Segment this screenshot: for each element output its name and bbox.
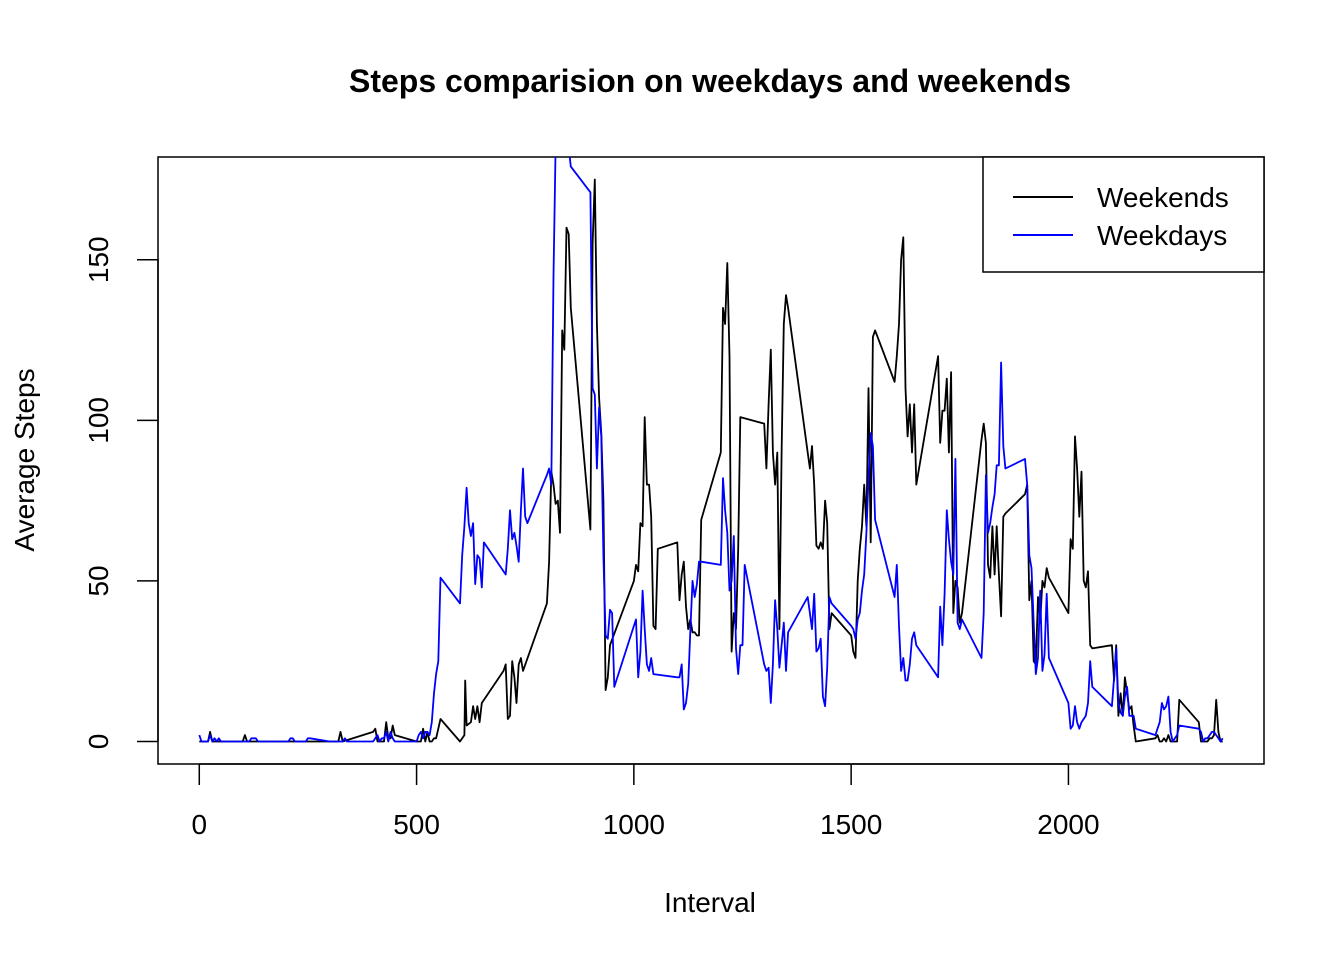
x-tick-label-2000: 2000 <box>1037 809 1099 840</box>
x-tick-label-1500: 1500 <box>820 809 882 840</box>
x-axis: 0 500 1000 1500 2000 <box>191 763 1100 840</box>
legend: Weekends Weekdays <box>982 156 1265 273</box>
y-tick-label-150: 150 <box>83 236 114 283</box>
y-axis: 0 50 100 150 <box>83 236 159 750</box>
y-tick-label-0: 0 <box>83 734 114 750</box>
legend-label-weekdays: Weekdays <box>1097 220 1227 251</box>
x-tick-label-1000: 1000 <box>603 809 665 840</box>
series-line-weekends <box>199 178 1223 743</box>
x-tick-label-500: 500 <box>393 809 440 840</box>
legend-label-weekends: Weekends <box>1097 182 1229 213</box>
y-tick-label-50: 50 <box>83 565 114 596</box>
series-group <box>198 157 1224 743</box>
x-tick-label-0: 0 <box>191 809 207 840</box>
legend-box <box>982 156 1265 273</box>
y-tick-label-100: 100 <box>83 397 114 444</box>
y-axis-label: Average Steps <box>9 368 40 551</box>
series-line-weekdays <box>198 157 1224 743</box>
x-axis-label: Interval <box>664 887 756 918</box>
chart-title: Steps comparision on weekdays and weeken… <box>349 63 1071 99</box>
